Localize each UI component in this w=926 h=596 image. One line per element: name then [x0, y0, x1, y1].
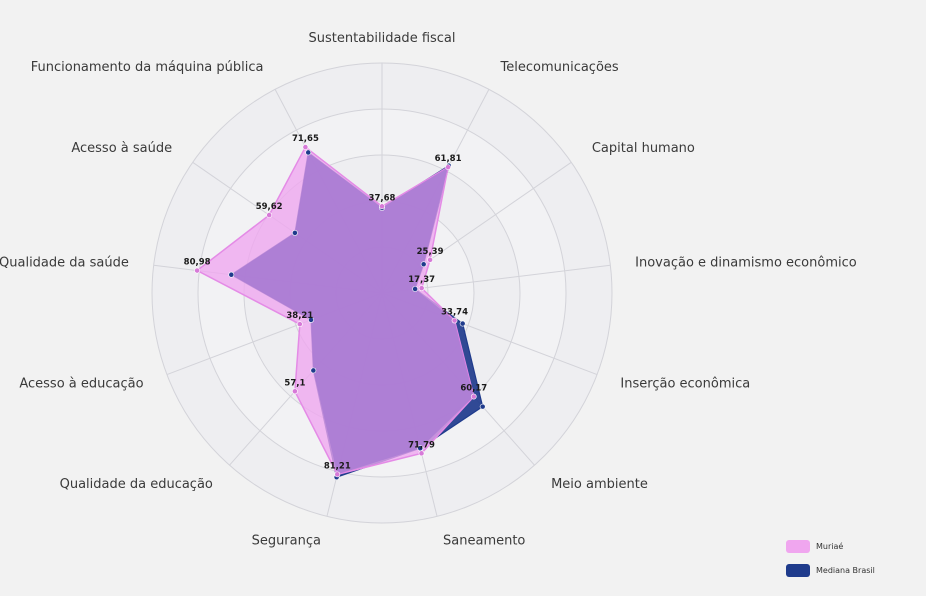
axis-label-9: Qualidade da educação — [60, 477, 213, 492]
point-muriae-3 — [427, 256, 433, 263]
legend: Muriaé Mediana Brasil — [786, 539, 875, 587]
point-mediana-brasil-5 — [459, 320, 466, 327]
point-mediana-brasil-4 — [412, 286, 419, 292]
axis-label-1: Sustentabilidade fiscal — [308, 31, 455, 46]
value-label-1: 37,68 — [369, 193, 396, 203]
legend-item-mediana-brasil[interactable]: Mediana Brasil — [786, 563, 875, 577]
point-muriae-2 — [445, 164, 451, 171]
axis-label-11: Qualidade da saúde — [0, 255, 129, 270]
legend-swatch-muriae — [786, 539, 810, 553]
point-muriae-12 — [266, 212, 273, 219]
value-label-6: 60,17 — [460, 384, 487, 394]
point-muriae-10 — [296, 321, 303, 328]
value-label-9: 57,1 — [284, 378, 305, 388]
value-label-11: 80,98 — [184, 258, 211, 268]
point-mediana-brasil-11 — [228, 271, 235, 278]
axis-label-10: Acesso à educação — [19, 376, 143, 391]
value-label-12: 59,62 — [256, 202, 283, 212]
axis-label-8: Segurança — [252, 534, 321, 549]
series-overlap-area — [231, 152, 474, 475]
value-label-13: 71,65 — [292, 134, 319, 144]
point-muriae-4 — [418, 285, 425, 292]
value-label-4: 17,37 — [408, 275, 435, 285]
point-mediana-brasil-12 — [292, 229, 298, 236]
legend-label-muriae: Muriaé — [816, 541, 844, 551]
legend-swatch-mediana-brasil — [786, 563, 810, 577]
axis-label-12: Acesso à saúde — [71, 141, 172, 156]
axis-label-6: Meio ambiente — [551, 477, 648, 492]
axis-label-2: Telecomunicações — [500, 60, 619, 75]
value-label-5: 33,74 — [441, 308, 468, 318]
value-label-3: 25,39 — [417, 247, 444, 257]
value-label-2: 61,81 — [435, 154, 462, 164]
point-muriae-11 — [194, 267, 201, 274]
point-muriae-6 — [470, 393, 477, 400]
axis-label-7: Saneamento — [443, 534, 525, 549]
point-mediana-brasil-10 — [308, 317, 314, 323]
axis-label-5: Inserção econômica — [620, 376, 750, 391]
point-mediana-brasil-9 — [310, 367, 317, 374]
point-muriae-5 — [451, 317, 458, 324]
axis-label-4: Inovação e dinamismo econômico — [635, 255, 857, 270]
point-mediana-brasil-3 — [420, 261, 427, 268]
value-label-10: 38,21 — [286, 311, 313, 321]
point-muriae-9 — [292, 388, 298, 395]
point-mediana-brasil-6 — [479, 403, 486, 410]
legend-label-mediana-brasil: Mediana Brasil — [816, 565, 875, 575]
point-muriae-1 — [379, 203, 385, 210]
point-muriae-8 — [334, 471, 341, 478]
axis-label-3: Capital humano — [592, 141, 695, 156]
point-muriae-13 — [302, 144, 309, 150]
value-label-7: 71,79 — [408, 440, 435, 450]
value-label-8: 81,21 — [324, 461, 351, 471]
point-mediana-brasil-13 — [305, 149, 312, 156]
legend-item-muriae[interactable]: Muriaé — [786, 539, 875, 553]
point-muriae-7 — [418, 450, 425, 457]
axis-label-13: Funcionamento da máquina pública — [31, 60, 264, 75]
